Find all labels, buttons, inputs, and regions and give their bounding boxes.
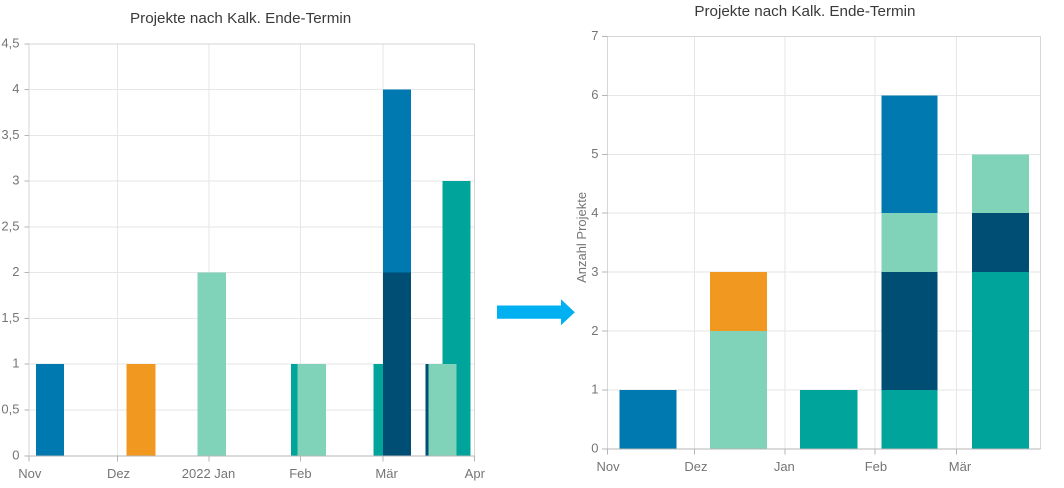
- svg-text:4: 4: [591, 205, 598, 220]
- svg-text:7: 7: [591, 28, 598, 43]
- svg-text:Mär: Mär: [375, 466, 398, 481]
- svg-text:Projekte nach Kalk. Ende-Termi: Projekte nach Kalk. Ende-Termin: [130, 10, 351, 27]
- svg-text:0,5: 0,5: [1, 401, 19, 416]
- svg-text:1,5: 1,5: [1, 310, 19, 325]
- svg-text:Apr: Apr: [465, 466, 486, 481]
- svg-text:Dez: Dez: [107, 466, 130, 481]
- svg-text:5: 5: [591, 146, 598, 161]
- svg-text:3: 3: [591, 264, 598, 279]
- svg-text:1: 1: [12, 356, 19, 371]
- svg-text:3: 3: [12, 173, 19, 188]
- svg-text:2: 2: [591, 323, 598, 338]
- svg-text:Projekte nach Kalk. Ende-Termi: Projekte nach Kalk. Ende-Termin: [694, 3, 915, 20]
- svg-text:Feb: Feb: [289, 466, 311, 481]
- svg-text:2,5: 2,5: [1, 218, 19, 233]
- svg-text:4: 4: [12, 81, 19, 96]
- svg-text:Mär: Mär: [949, 459, 972, 474]
- svg-text:0: 0: [12, 447, 19, 462]
- svg-text:Jan: Jan: [774, 459, 795, 474]
- svg-text:2: 2: [12, 264, 19, 279]
- svg-text:1: 1: [591, 382, 598, 397]
- svg-text:Nov: Nov: [597, 459, 621, 474]
- svg-text:Nov: Nov: [18, 466, 42, 481]
- svg-text:3,5: 3,5: [1, 127, 19, 142]
- svg-text:2022 Jan: 2022 Jan: [182, 466, 236, 481]
- svg-text:Anzahl Projekte: Anzahl Projekte: [574, 192, 589, 283]
- svg-text:Feb: Feb: [865, 459, 887, 474]
- svg-text:4,5: 4,5: [1, 35, 19, 50]
- svg-text:6: 6: [591, 87, 598, 102]
- svg-text:Dez: Dez: [684, 459, 707, 474]
- svg-text:0: 0: [591, 441, 598, 456]
